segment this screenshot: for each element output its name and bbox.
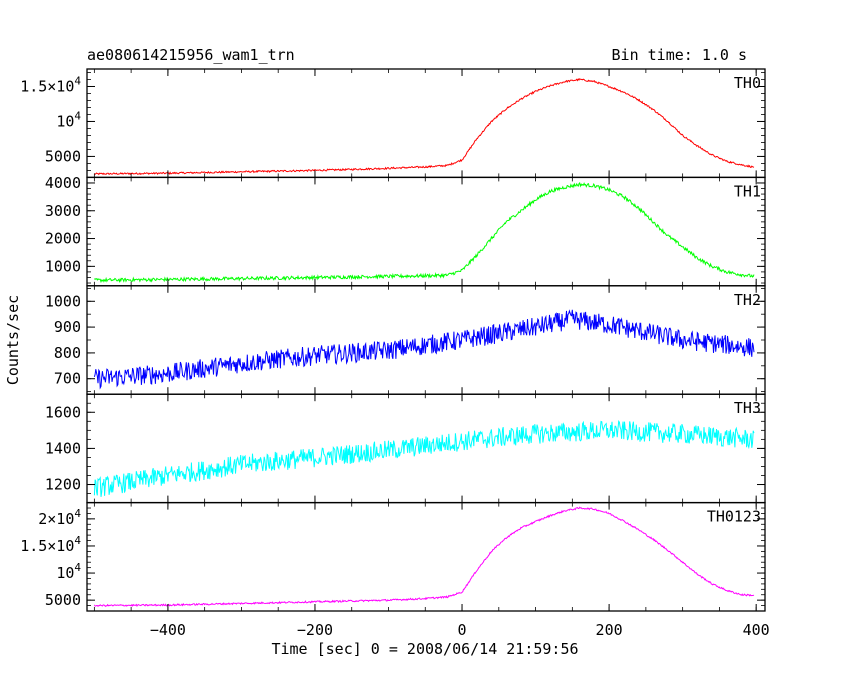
y-tick-label: 1000 xyxy=(45,257,81,275)
y-tick-label: 800 xyxy=(54,344,81,362)
x-tick-label: 0 xyxy=(458,621,467,639)
x-tick-label: −200 xyxy=(297,621,333,639)
series-line-th2 xyxy=(93,309,755,390)
y-tick-label: 1.5×104 xyxy=(20,74,81,95)
y-tick-label: 2000 xyxy=(45,230,81,248)
panel-frame xyxy=(86,393,766,504)
y-tick-label: 900 xyxy=(54,318,81,336)
y-tick-label: 3000 xyxy=(45,202,81,220)
y-tick-label: 1400 xyxy=(45,439,81,457)
series-line-th1 xyxy=(94,182,755,284)
y-tick-label: 1.5×104 xyxy=(20,534,81,555)
figure-title: ae080614215956_wam1_trn xyxy=(87,46,295,64)
panel-th0123: 5000 104 1.5×104 2×104 TH0123 xyxy=(20,501,766,612)
panel-th1: 1000 2000 3000 4000 TH1 xyxy=(45,174,766,287)
panels-group: 5000 104 1.5×104 TH0 1000 2000 3000 4000 TH1 700 8… xyxy=(20,68,766,612)
panel-th0: 5000 104 1.5×104 TH0 xyxy=(20,68,766,179)
y-tick-label: 1200 xyxy=(45,476,81,494)
y-tick-label: 700 xyxy=(54,370,81,388)
x-tick-label: 200 xyxy=(596,621,623,639)
bin-time-label: Bin time: 1.0 s xyxy=(612,46,747,64)
y-tick-label: 5000 xyxy=(45,147,81,165)
series-label-th0123: TH0123 xyxy=(707,508,761,526)
series-line-th0 xyxy=(94,78,755,176)
series-line-th0123 xyxy=(93,506,755,608)
series-label-th2: TH2 xyxy=(734,291,761,309)
y-tick-label: 4000 xyxy=(45,174,81,192)
y-tick-label: 2×104 xyxy=(38,507,81,528)
y-tick-label: 1600 xyxy=(45,403,81,421)
series-label-th1: TH1 xyxy=(734,182,761,200)
y-tick-label: 104 xyxy=(56,561,81,582)
series-label-th3: TH3 xyxy=(734,399,761,417)
y-axis-label: Counts/sec xyxy=(4,295,22,385)
panel-th2: 700 800 900 1000 TH2 xyxy=(45,285,766,395)
series-label-th0: TH0 xyxy=(734,74,761,92)
x-axis-label: Time [sec] 0 = 2008/06/14 21:59:56 xyxy=(271,640,578,658)
x-tick-label: 400 xyxy=(743,621,770,639)
panel-frame xyxy=(86,501,766,612)
panel-th3: 1200 1400 1600 TH3 xyxy=(45,393,766,504)
y-tick-label: 104 xyxy=(56,109,81,130)
y-tick-label: 1000 xyxy=(45,292,81,310)
y-tick-label: 5000 xyxy=(45,591,81,609)
panel-frame xyxy=(86,68,766,179)
series-line-th3 xyxy=(93,420,755,497)
x-axis: −400 −200 0 200 400 xyxy=(150,621,770,639)
x-tick-label: −400 xyxy=(150,621,186,639)
